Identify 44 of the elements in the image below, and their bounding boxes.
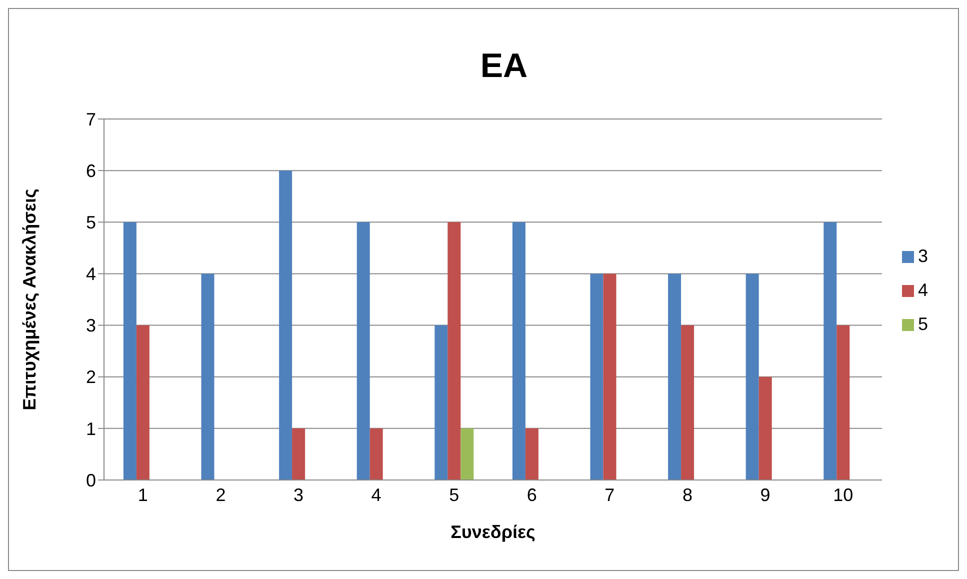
y-tick-label: 3 bbox=[86, 316, 96, 336]
x-tick-label: 2 bbox=[216, 484, 226, 505]
bar bbox=[201, 274, 214, 480]
bar bbox=[681, 325, 694, 480]
bar bbox=[123, 222, 136, 480]
bar bbox=[824, 222, 837, 480]
legend-label: 5 bbox=[918, 314, 928, 334]
y-tick-label: 2 bbox=[86, 367, 96, 388]
x-tick-label: 7 bbox=[604, 484, 615, 505]
bar bbox=[279, 170, 292, 480]
x-tick-label: 9 bbox=[760, 484, 770, 505]
legend-label: 4 bbox=[918, 280, 928, 300]
x-tick-label: 3 bbox=[293, 484, 304, 505]
bar bbox=[603, 274, 616, 480]
legend-label: 3 bbox=[918, 246, 928, 266]
bar bbox=[836, 325, 850, 480]
bar bbox=[136, 325, 150, 480]
y-tick-label: 5 bbox=[86, 212, 96, 233]
bar bbox=[370, 428, 383, 480]
y-axis-title: Επιτυχημένες Ανακλήσεις bbox=[19, 188, 40, 410]
y-tick-label: 6 bbox=[86, 160, 96, 181]
bar bbox=[292, 428, 306, 480]
chart-title: EA bbox=[479, 47, 529, 86]
bar bbox=[512, 222, 526, 480]
bar bbox=[746, 274, 759, 480]
bar bbox=[356, 222, 370, 480]
bar bbox=[448, 222, 461, 480]
bar bbox=[668, 274, 682, 480]
x-tick-label: 1 bbox=[138, 484, 148, 505]
bar bbox=[758, 376, 772, 480]
y-tick-label: 1 bbox=[86, 418, 96, 439]
y-tick-label: 4 bbox=[86, 264, 96, 284]
x-tick-label: 10 bbox=[833, 484, 854, 505]
x-tick-label: 8 bbox=[682, 484, 692, 505]
bar bbox=[525, 428, 538, 480]
x-tick-label: 5 bbox=[449, 484, 460, 505]
y-tick-label: 0 bbox=[86, 470, 96, 490]
bar bbox=[590, 274, 604, 480]
y-tick-label: 7 bbox=[86, 109, 96, 130]
bar bbox=[434, 325, 448, 480]
x-tick-label: 4 bbox=[371, 484, 382, 505]
x-tick-label: 6 bbox=[526, 484, 537, 505]
bar bbox=[460, 428, 474, 480]
x-axis-title: Συνεδρίες bbox=[450, 522, 536, 542]
